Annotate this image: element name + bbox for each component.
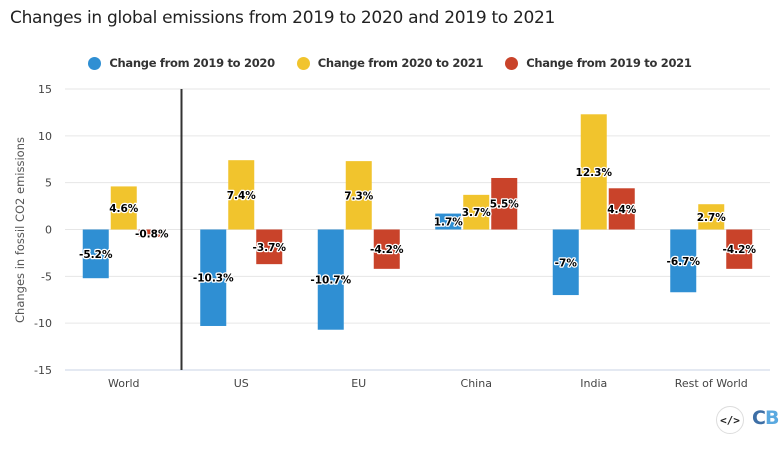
x-tick-label: India <box>580 377 607 390</box>
x-tick-label: China <box>461 377 492 390</box>
gridlines <box>65 88 770 371</box>
legend-marker-icon <box>296 56 310 70</box>
legend-label: Change from 2019 to 2021 <box>526 56 692 70</box>
data-label: 4.6% <box>109 203 139 215</box>
y-tick-label: -15 <box>34 364 52 377</box>
bar-eu-series-3[interactable] <box>373 229 400 269</box>
y-tick-label: -5 <box>41 270 52 283</box>
bar-india-series-3[interactable] <box>608 188 635 230</box>
data-label: -5.2% <box>79 249 113 261</box>
legend-item-2020-2021[interactable]: Change from 2020 to 2021 <box>296 56 484 70</box>
data-label: -4.2% <box>723 244 757 256</box>
bar-china-series-3[interactable] <box>491 177 518 230</box>
bar-eu-series-1[interactable] <box>317 229 344 330</box>
x-tick-label: EU <box>351 377 366 390</box>
chart-title: Changes in global emissions from 2019 to… <box>10 8 556 28</box>
data-label: -10.7% <box>310 275 351 287</box>
logo-c: C <box>752 407 766 429</box>
data-label: -10.3% <box>193 273 234 285</box>
bar-eu-series-2[interactable] <box>345 161 372 230</box>
legend-marker-icon <box>88 56 102 70</box>
bars <box>82 114 753 330</box>
y-tick-label: 15 <box>38 83 52 96</box>
data-label: 7.4% <box>227 190 257 202</box>
y-tick-label: -10 <box>34 317 52 330</box>
legend-marker-icon <box>505 56 519 70</box>
bar-world-series-1[interactable] <box>82 229 109 279</box>
legend-label: Change from 2019 to 2020 <box>109 56 275 70</box>
bar-rest-of-world-series-1[interactable] <box>670 229 697 293</box>
legend-item-2019-2021[interactable]: Change from 2019 to 2021 <box>505 56 692 70</box>
x-tick-label: World <box>108 377 140 390</box>
embed-code-button[interactable]: </> <box>716 406 744 434</box>
legend-item-2019-2020[interactable]: Change from 2019 to 2020 <box>88 56 275 70</box>
data-label: 5.5% <box>490 199 520 211</box>
bar-rest-of-world-series-2[interactable] <box>698 204 725 230</box>
bar-china-series-2[interactable] <box>463 194 490 230</box>
data-label: -0.8% <box>135 229 169 241</box>
x-tick-label: Rest of World <box>675 377 748 390</box>
x-tick-label: US <box>234 377 249 390</box>
y-tick-label: 5 <box>45 177 52 190</box>
bar-india-series-2[interactable] <box>580 114 607 230</box>
x-axis-ticks: World US EU China India Rest of World <box>108 377 748 390</box>
data-label: -4.2% <box>370 244 404 256</box>
bar-china-series-1[interactable] <box>435 213 462 230</box>
data-label: 3.7% <box>462 207 492 219</box>
bar-india-series-1[interactable] <box>552 229 579 296</box>
bar-rest-of-world-series-3[interactable] <box>726 229 753 269</box>
data-labels: -5.2% 4.6% -0.8% -10.3% 7.4% -3.7% -10.7% 7.3% -… <box>78 166 758 288</box>
y-axis-title: Changes in fossil CO2 emissions <box>13 137 27 323</box>
data-label: 1.7% <box>434 217 464 229</box>
logo-b: B <box>764 407 780 429</box>
data-label: -3.7% <box>253 242 287 254</box>
legend: Change from 2019 to 2020 Change from 202… <box>0 56 780 70</box>
bar-world-series-2[interactable] <box>110 186 137 230</box>
y-tick-label: 10 <box>38 130 52 143</box>
data-label: -7% <box>555 257 578 269</box>
carbon-brief-logo[interactable]: CB <box>752 407 780 429</box>
bar-us-series-3[interactable] <box>256 229 283 265</box>
data-label: -6.7% <box>667 256 701 268</box>
bar-us-series-1[interactable] <box>200 229 227 326</box>
y-axis-ticks: 15 10 5 0 -5 -10 -15 <box>34 83 52 377</box>
data-label: 4.4% <box>607 204 637 216</box>
data-label: 12.3% <box>576 167 613 179</box>
data-label: 7.3% <box>344 190 374 202</box>
bar-us-series-2[interactable] <box>228 160 255 230</box>
bar-world-series-3[interactable] <box>138 229 165 237</box>
code-icon: </> <box>720 413 740 427</box>
data-label: 2.7% <box>697 212 727 224</box>
y-tick-label: 0 <box>45 224 52 237</box>
legend-label: Change from 2020 to 2021 <box>317 56 484 70</box>
